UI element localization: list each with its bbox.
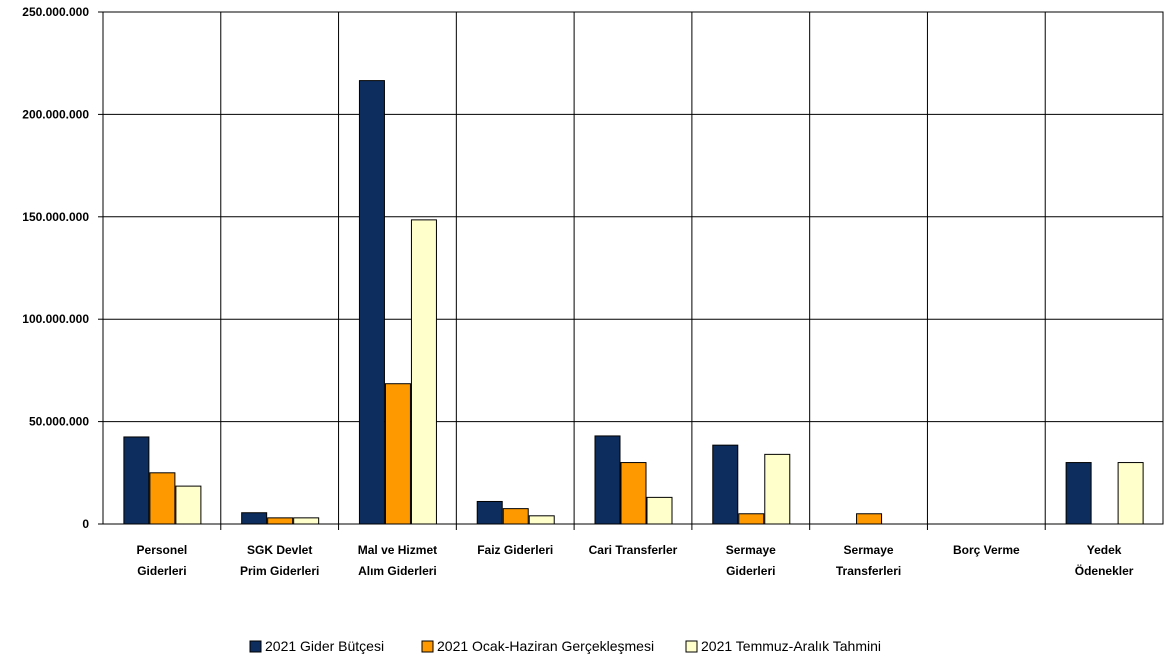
x-category-label: Mal ve Hizmet <box>358 543 437 557</box>
bars <box>123 80 1144 525</box>
bar <box>149 472 176 525</box>
bar <box>764 453 791 525</box>
x-category-label: Sermaye <box>844 543 894 557</box>
legend-label: 2021 Temmuz-Aralık Tahmini <box>701 638 881 654</box>
gridlines <box>103 11 1163 524</box>
x-category-label: Alım Giderleri <box>358 564 437 578</box>
axes <box>98 11 1164 530</box>
y-tick-label: 0 <box>82 517 89 531</box>
bar <box>476 500 503 525</box>
bar <box>267 517 294 525</box>
x-category-label: Personel <box>137 543 188 557</box>
x-category-label: Cari Transferler <box>589 543 678 557</box>
bar <box>123 436 150 525</box>
plot-border <box>102 11 1164 525</box>
legend-label: 2021 Gider Bütçesi <box>265 638 384 654</box>
x-category-label: Prim Giderleri <box>240 564 319 578</box>
x-category-label: Giderleri <box>726 564 775 578</box>
x-category-label: Faiz Giderleri <box>477 543 553 557</box>
x-category-label: Giderleri <box>137 564 186 578</box>
x-category-label: Transferleri <box>836 564 901 578</box>
bar <box>293 517 320 525</box>
legend-label: 2021 Ocak-Haziran Gerçekleşmesi <box>437 638 654 654</box>
bar <box>358 80 385 525</box>
legend-swatch <box>685 640 698 653</box>
x-category-label: Yedek <box>1087 543 1122 557</box>
bar <box>646 496 673 525</box>
bar <box>712 444 739 525</box>
bar <box>384 383 411 525</box>
y-tick-label: 200.000.000 <box>22 107 89 121</box>
bar <box>1117 462 1144 525</box>
bar <box>594 435 621 525</box>
bar <box>738 513 765 525</box>
bar <box>175 485 202 525</box>
x-category-label: Borç Verme <box>953 543 1020 557</box>
x-category-label: SGK Devlet <box>247 543 312 557</box>
x-category-labels: Personel Giderleri SGK Devlet Prim Giderler… <box>137 543 1134 578</box>
y-tick-labels: 0 50.000.000 100.000.000 150.000.000 200.000… <box>22 5 89 531</box>
bar <box>241 512 268 525</box>
legend-swatch <box>249 640 262 653</box>
y-tick-label: 50.000.000 <box>29 415 89 429</box>
bar <box>528 515 555 525</box>
y-tick-label: 100.000.000 <box>22 312 89 326</box>
x-category-label: Ödenekler <box>1075 563 1134 578</box>
y-tick-label: 250.000.000 <box>22 5 89 19</box>
bar <box>856 513 883 525</box>
x-category-label: Sermaye <box>726 543 776 557</box>
y-tick-label: 150.000.000 <box>22 210 89 224</box>
bar <box>502 508 529 525</box>
legend: 2021 Gider Bütçesi 2021 Ocak-Haziran Gerç… <box>249 638 881 654</box>
bar <box>1065 462 1092 525</box>
legend-swatch <box>421 640 434 653</box>
bar <box>620 462 647 525</box>
bar <box>410 219 437 525</box>
